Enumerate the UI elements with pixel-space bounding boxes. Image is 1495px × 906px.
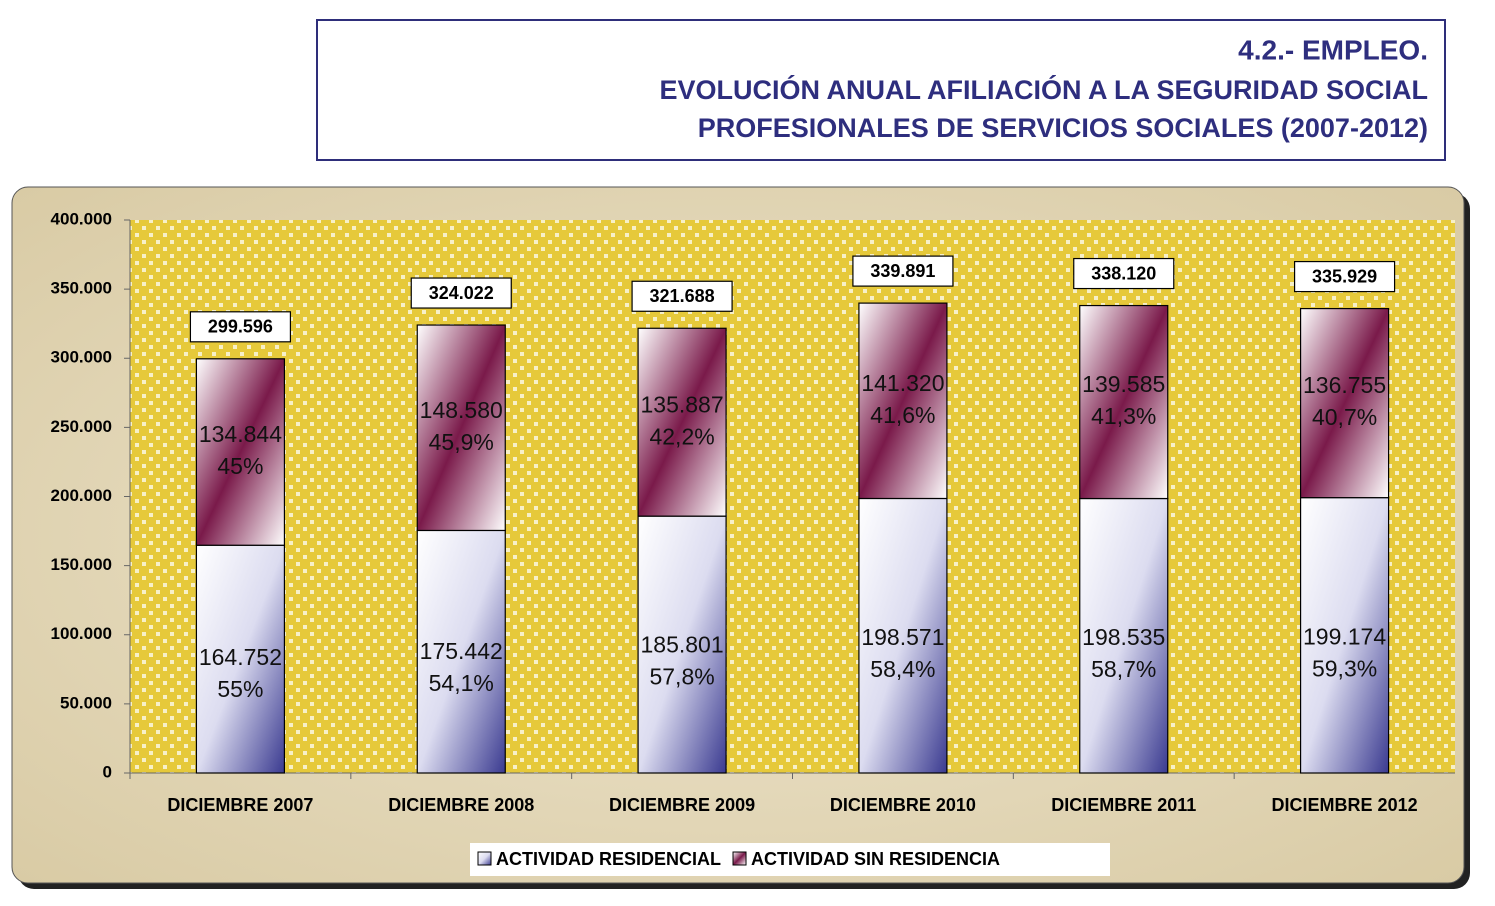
- total-label: 299.596: [208, 317, 273, 337]
- percent-label: 54,1%: [429, 670, 494, 696]
- bar-segment: [1079, 497, 1169, 774]
- legend-swatch: [732, 851, 747, 866]
- percent-label: 59,3%: [1312, 656, 1377, 682]
- bar-segment: [1299, 307, 1390, 499]
- bar-segment: [858, 497, 948, 774]
- chart-subtitle: EVOLUCIÓN ANUAL AFILIACIÓN A LA SEGURIDA…: [660, 74, 1429, 105]
- percent-label: 58,4%: [870, 656, 935, 682]
- bar-segment: [858, 302, 948, 500]
- total-label: 321.688: [650, 286, 715, 306]
- total-label-box: [1293, 260, 1396, 293]
- percent-label: 41,3%: [1091, 403, 1156, 429]
- bar-segment: [195, 358, 286, 546]
- total-label-box: [1073, 257, 1175, 290]
- y-tick-label: 150.000: [51, 555, 112, 574]
- x-tick-label: DICIEMBRE 2008: [388, 795, 534, 815]
- value-label: 141.320: [861, 370, 944, 396]
- y-tick-label: 100.000: [51, 624, 112, 643]
- chart-title: 4.2.- EMPLEO.: [1238, 34, 1428, 65]
- value-label: 134.844: [199, 421, 282, 447]
- percent-label: 58,7%: [1091, 656, 1156, 682]
- title-box: [316, 19, 1446, 161]
- legend-swatch: [477, 851, 492, 866]
- total-label: 339.891: [870, 261, 935, 281]
- x-tick-label: DICIEMBRE 2012: [1272, 795, 1418, 815]
- total-label-box: [410, 277, 512, 309]
- x-tick-label: DICIEMBRE 2011: [1051, 795, 1196, 815]
- y-tick-label: 0: [103, 762, 112, 781]
- legend: [470, 843, 1110, 876]
- x-tick-label: DICIEMBRE 2007: [167, 795, 313, 815]
- value-label: 198.571: [861, 624, 944, 650]
- bar-segment: [1079, 304, 1169, 500]
- legend-label: ACTIVIDAD RESIDENCIAL: [496, 849, 721, 869]
- percent-label: 55%: [217, 676, 263, 702]
- value-label: 198.535: [1082, 624, 1165, 650]
- percent-label: 57,8%: [649, 664, 714, 690]
- y-tick-label: 400.000: [51, 209, 112, 228]
- y-tick-label: 200.000: [51, 486, 112, 505]
- bar-segment: [637, 327, 727, 517]
- percent-label: 45,9%: [429, 429, 494, 455]
- total-label: 324.022: [429, 283, 494, 303]
- bar-segment: [1299, 497, 1390, 774]
- plot-area: [130, 220, 1455, 773]
- chart-subtitle: PROFESIONALES DE SERVICIOS SOCIALES (200…: [698, 113, 1428, 143]
- legend-label: ACTIVIDAD SIN RESIDENCIA: [751, 849, 1000, 869]
- percent-label: 41,6%: [870, 402, 935, 428]
- y-tick-label: 250.000: [51, 417, 112, 436]
- bar-segment: [195, 544, 286, 774]
- value-label: 164.752: [199, 644, 282, 670]
- value-label: 185.801: [641, 632, 724, 658]
- x-tick-label: DICIEMBRE 2010: [830, 795, 976, 815]
- value-label: 199.174: [1303, 624, 1386, 650]
- total-label-box: [189, 311, 292, 343]
- percent-label: 45%: [217, 453, 263, 479]
- percent-label: 42,2%: [649, 423, 714, 449]
- total-label-box: [631, 280, 733, 312]
- y-tick-label: 50.000: [60, 693, 112, 712]
- y-tick-label: 300.000: [51, 348, 112, 367]
- total-label: 338.120: [1091, 263, 1156, 283]
- y-tick-label: 350.000: [51, 279, 112, 298]
- value-label: 175.442: [420, 638, 503, 664]
- total-label: 335.929: [1312, 266, 1377, 286]
- value-label: 136.755: [1303, 372, 1386, 398]
- percent-label: 40,7%: [1312, 404, 1377, 430]
- value-label: 135.887: [641, 391, 724, 417]
- total-label-box: [852, 255, 954, 287]
- x-tick-label: DICIEMBRE 2009: [609, 795, 755, 815]
- bar-segment: [416, 529, 506, 774]
- bar-segment: [637, 515, 727, 774]
- bar-segment: [416, 324, 506, 532]
- value-label: 139.585: [1082, 371, 1165, 397]
- value-label: 148.580: [420, 397, 503, 423]
